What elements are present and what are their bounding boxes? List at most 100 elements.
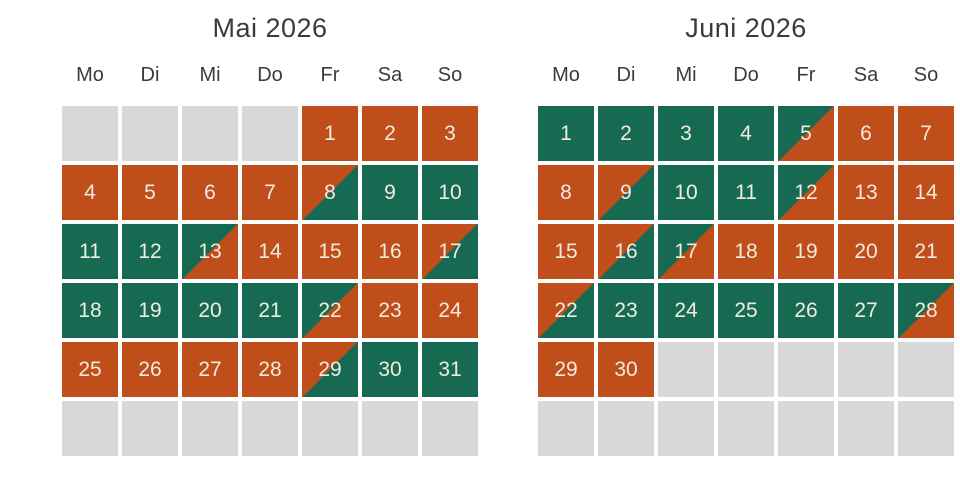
day-cell[interactable]: 21 — [242, 283, 298, 338]
day-cell[interactable]: 16 — [598, 224, 654, 279]
day-cell[interactable]: 26 — [778, 283, 834, 338]
day-cell[interactable]: 19 — [778, 224, 834, 279]
empty-cell — [658, 342, 714, 397]
day-cell[interactable]: 19 — [122, 283, 178, 338]
day-cell[interactable]: 28 — [242, 342, 298, 397]
day-cell[interactable]: 14 — [242, 224, 298, 279]
day-cell[interactable]: 28 — [898, 283, 954, 338]
day-number: 5 — [800, 121, 812, 145]
day-cell[interactable]: 1 — [302, 106, 358, 161]
day-cell[interactable]: 18 — [718, 224, 774, 279]
day-number: 12 — [794, 180, 818, 204]
day-cell[interactable]: 11 — [62, 224, 118, 279]
day-cell[interactable]: 17 — [422, 224, 478, 279]
day-cell[interactable]: 5 — [122, 165, 178, 220]
day-cell[interactable]: 11 — [718, 165, 774, 220]
day-cell[interactable]: 13 — [182, 224, 238, 279]
day-cell[interactable]: 21 — [898, 224, 954, 279]
day-cell[interactable]: 30 — [362, 342, 418, 397]
weekday-label: Fr — [796, 64, 816, 86]
day-cell[interactable]: 17 — [658, 224, 714, 279]
day-number: 14 — [914, 180, 938, 204]
day-cell[interactable]: 25 — [62, 342, 118, 397]
day-number: 21 — [258, 298, 282, 322]
day-cell[interactable]: 27 — [182, 342, 238, 397]
empty-cell — [658, 401, 714, 456]
day-cell[interactable]: 10 — [658, 165, 714, 220]
day-number: 23 — [378, 298, 402, 322]
day-grid: 1 2 3 4 5 6 7 8 9 10 11 12 13 14 15 16 17 18 19 20 21 22 23 24 2… — [62, 106, 478, 456]
day-cell[interactable]: 2 — [362, 106, 418, 161]
empty-cell — [122, 106, 178, 161]
day-number: 16 — [378, 239, 402, 263]
day-cell[interactable]: 4 — [62, 165, 118, 220]
day-number: 27 — [198, 357, 222, 381]
day-number: 11 — [79, 239, 101, 263]
day-number: 15 — [554, 239, 578, 263]
empty-cell — [62, 106, 118, 161]
empty-cell — [62, 401, 118, 456]
day-cell[interactable]: 9 — [598, 165, 654, 220]
day-number: 13 — [198, 239, 222, 263]
day-cell[interactable]: 23 — [598, 283, 654, 338]
day-number: 28 — [914, 298, 938, 322]
day-cell[interactable]: 22 — [302, 283, 358, 338]
day-cell[interactable]: 27 — [838, 283, 894, 338]
weekday-header-row: Mo Di Mi Do Fr Sa So — [62, 62, 478, 88]
day-number: 6 — [860, 121, 872, 145]
day-number: 4 — [740, 121, 752, 145]
day-cell[interactable]: 8 — [302, 165, 358, 220]
weekday-label: Do — [733, 64, 759, 86]
empty-cell — [778, 401, 834, 456]
day-cell[interactable]: 24 — [658, 283, 714, 338]
day-cell[interactable]: 12 — [122, 224, 178, 279]
day-cell[interactable]: 14 — [898, 165, 954, 220]
day-cell[interactable]: 22 — [538, 283, 594, 338]
day-cell[interactable]: 16 — [362, 224, 418, 279]
day-cell[interactable]: 3 — [658, 106, 714, 161]
day-cell[interactable]: 7 — [242, 165, 298, 220]
day-number: 5 — [144, 180, 156, 204]
day-cell[interactable]: 2 — [598, 106, 654, 161]
day-number: 14 — [258, 239, 282, 263]
weekday-label: Di — [616, 64, 636, 86]
empty-cell — [778, 342, 834, 397]
day-cell[interactable]: 9 — [362, 165, 418, 220]
day-cell[interactable]: 26 — [122, 342, 178, 397]
day-cell[interactable]: 7 — [898, 106, 954, 161]
empty-cell — [242, 401, 298, 456]
day-cell[interactable]: 13 — [838, 165, 894, 220]
day-cell[interactable]: 18 — [62, 283, 118, 338]
day-cell[interactable]: 15 — [538, 224, 594, 279]
day-cell[interactable]: 29 — [538, 342, 594, 397]
empty-cell — [422, 401, 478, 456]
day-number: 16 — [614, 239, 638, 263]
day-number: 6 — [204, 180, 216, 204]
day-cell[interactable]: 6 — [182, 165, 238, 220]
day-cell[interactable]: 20 — [838, 224, 894, 279]
day-cell[interactable]: 31 — [422, 342, 478, 397]
day-cell[interactable]: 30 — [598, 342, 654, 397]
day-cell[interactable]: 20 — [182, 283, 238, 338]
day-cell[interactable]: 12 — [778, 165, 834, 220]
month-title: Mai 2026 — [212, 13, 328, 43]
day-cell[interactable]: 5 — [778, 106, 834, 161]
day-number: 4 — [84, 180, 96, 204]
day-cell[interactable]: 6 — [838, 106, 894, 161]
day-cell[interactable]: 10 — [422, 165, 478, 220]
day-cell[interactable]: 25 — [718, 283, 774, 338]
empty-cell — [838, 401, 894, 456]
day-cell[interactable]: 29 — [302, 342, 358, 397]
day-cell[interactable]: 23 — [362, 283, 418, 338]
day-cell[interactable]: 3 — [422, 106, 478, 161]
day-cell[interactable]: 15 — [302, 224, 358, 279]
empty-cell — [538, 401, 594, 456]
empty-cell — [362, 401, 418, 456]
day-cell[interactable]: 1 — [538, 106, 594, 161]
weekday-label: So — [437, 64, 463, 86]
day-cell[interactable]: 4 — [718, 106, 774, 161]
day-number: 12 — [138, 239, 162, 263]
empty-cell — [718, 342, 774, 397]
day-cell[interactable]: 8 — [538, 165, 594, 220]
day-cell[interactable]: 24 — [422, 283, 478, 338]
